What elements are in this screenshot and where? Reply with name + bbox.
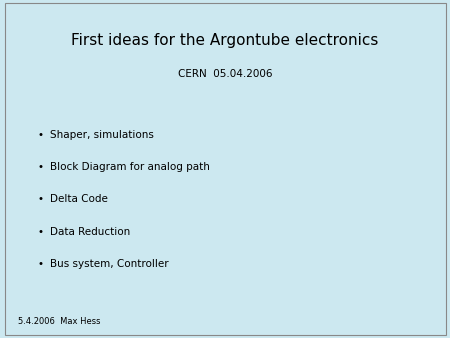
Text: 5.4.2006  Max Hess: 5.4.2006 Max Hess [18,317,100,325]
Text: •: • [37,259,44,269]
Text: CERN  05.04.2006: CERN 05.04.2006 [178,69,272,79]
Text: •: • [37,130,44,140]
Text: Shaper, simulations: Shaper, simulations [50,130,153,140]
Text: •: • [37,162,44,172]
Text: Data Reduction: Data Reduction [50,226,130,237]
Text: Delta Code: Delta Code [50,194,108,204]
Text: •: • [37,194,44,204]
Text: Bus system, Controller: Bus system, Controller [50,259,168,269]
Text: •: • [37,226,44,237]
Text: Block Diagram for analog path: Block Diagram for analog path [50,162,209,172]
Text: First ideas for the Argontube electronics: First ideas for the Argontube electronic… [71,33,379,48]
